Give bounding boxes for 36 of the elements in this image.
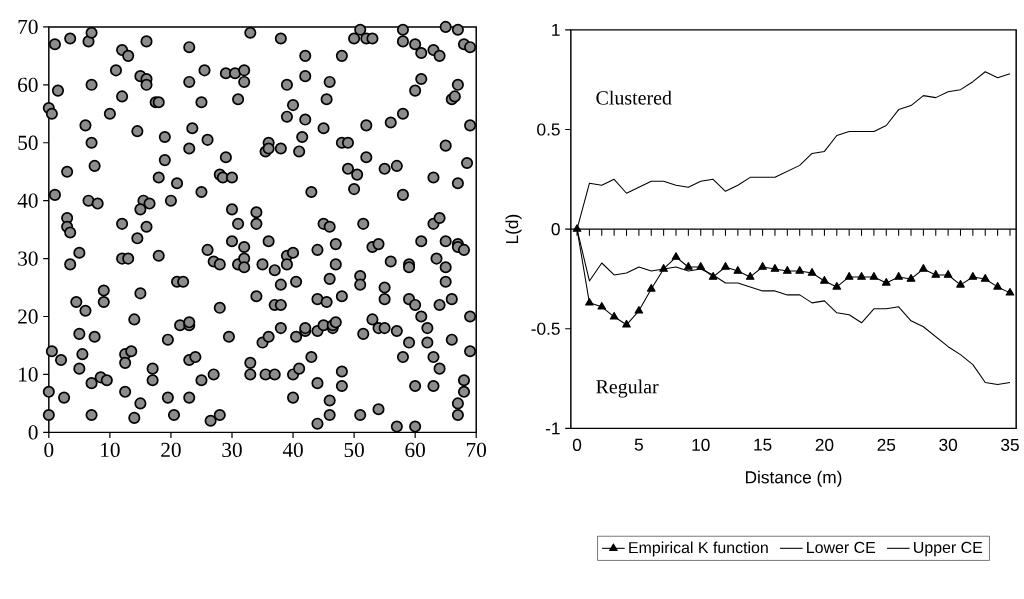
y-tick-label: 50 xyxy=(18,135,38,151)
x-tick-label: 40 xyxy=(282,442,303,458)
y-tick-label: 0 xyxy=(551,223,560,236)
y-tick-label: 0.5 xyxy=(537,123,560,136)
legend-label: Lower CE xyxy=(807,541,876,554)
y-tick-label: -1 xyxy=(545,422,560,435)
y-tick-label: 0 xyxy=(28,425,38,440)
y-tick-label: 20 xyxy=(18,309,38,324)
x-tick-label: 15 xyxy=(754,438,772,451)
x-tick-label: 30 xyxy=(222,442,242,458)
y-tick-label: 30 xyxy=(18,251,38,266)
y-axis-title: L(d) xyxy=(505,214,522,244)
x-tick-label: 20 xyxy=(161,442,181,458)
x-tick-label: 5 xyxy=(634,438,643,451)
x-tick-label: 25 xyxy=(877,438,896,452)
x-tick-label: 50 xyxy=(344,442,364,458)
x-tick-label: 0 xyxy=(572,438,582,452)
legend-label: Empirical K function xyxy=(629,541,768,557)
annotation: Clustered xyxy=(596,90,672,105)
x-tick-label: 30 xyxy=(939,438,958,452)
x-axis-title: Distance (m) xyxy=(745,470,842,487)
y-tick-label: 60 xyxy=(18,77,38,93)
y-tick-label: 40 xyxy=(17,193,38,208)
x-tick-label: 0 xyxy=(44,442,54,458)
x-tick-label: 70 xyxy=(466,442,487,458)
x-tick-label: 10 xyxy=(692,438,710,452)
y-tick-label: 1 xyxy=(552,24,560,36)
x-tick-label: 60 xyxy=(405,442,425,458)
x-tick-label: 20 xyxy=(815,438,834,452)
y-tick-label: 10 xyxy=(19,367,38,382)
legend-label: Upper CE xyxy=(914,541,983,557)
x-tick-label: 35 xyxy=(1001,438,1019,452)
y-tick-label: -0.5 xyxy=(531,322,560,335)
x-tick-label: 10 xyxy=(101,442,120,458)
annotation: Regular xyxy=(596,379,659,398)
y-tick-label: 70 xyxy=(18,19,38,35)
